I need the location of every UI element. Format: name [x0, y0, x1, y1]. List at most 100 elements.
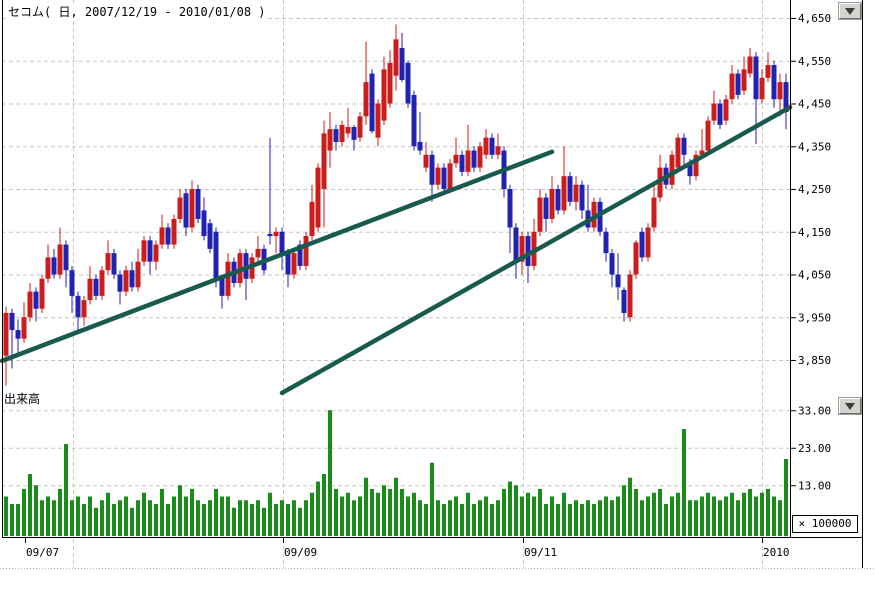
- candle-body: [717, 103, 723, 125]
- candle-body: [411, 94, 417, 147]
- candle-body: [567, 176, 573, 202]
- candle-body: [693, 154, 699, 177]
- volume-axis-label: 13.00: [798, 479, 831, 492]
- candle-body: [561, 176, 567, 211]
- candle-body: [225, 261, 231, 296]
- candle-body: [165, 227, 171, 245]
- volume-bar: [478, 500, 482, 536]
- price-axis-label: 4,650: [798, 12, 831, 25]
- volume-bar: [772, 496, 776, 536]
- volume-bar: [214, 489, 218, 536]
- candle-body: [417, 141, 423, 151]
- volume-bar: [472, 504, 476, 536]
- candle-body: [111, 253, 117, 275]
- trendline: [279, 105, 793, 396]
- date-axis-label: 09/11: [524, 546, 557, 559]
- candle-body: [153, 244, 159, 262]
- volume-bar: [16, 504, 20, 536]
- volume-bar: [244, 500, 248, 536]
- candle-body: [357, 116, 363, 138]
- candle-body: [555, 189, 561, 211]
- candle-body: [633, 242, 639, 275]
- volume-bar: [748, 489, 752, 536]
- candle-body: [195, 189, 201, 219]
- candle-body: [57, 244, 63, 275]
- volume-bar: [268, 492, 272, 536]
- candle-body: [27, 291, 33, 318]
- price-axis-label: 3,950: [798, 311, 831, 324]
- candle-body: [183, 193, 189, 228]
- volume-bar: [610, 500, 614, 536]
- candle-wick: [587, 184, 589, 232]
- candle-body: [135, 261, 141, 288]
- volume-bar: [340, 496, 344, 536]
- volume-bar: [208, 500, 212, 536]
- volume-bar: [652, 492, 656, 536]
- volume-bar: [376, 492, 380, 536]
- candle-body: [621, 289, 627, 313]
- candle-body: [435, 167, 441, 185]
- volume-bar: [496, 500, 500, 536]
- candle-body: [279, 231, 285, 254]
- volume-axis-label: 23.00: [798, 442, 831, 455]
- volume-scale-dropdown-button[interactable]: [839, 398, 861, 414]
- candle-body: [15, 330, 21, 339]
- volume-bars: [4, 410, 788, 536]
- candle-wick: [11, 308, 13, 369]
- volume-bar: [124, 496, 128, 536]
- candle-body: [753, 56, 759, 100]
- candle-body: [387, 62, 393, 104]
- candle-body: [39, 278, 45, 309]
- date-axis-label: 09/09: [284, 546, 317, 559]
- volume-bar: [616, 496, 620, 536]
- candle-body: [141, 240, 147, 262]
- volume-bar: [274, 504, 278, 536]
- volume-bar: [136, 500, 140, 536]
- price-axis-label: 4,450: [798, 98, 831, 111]
- volume-bar: [592, 504, 596, 536]
- axes: [0, 0, 875, 569]
- volume-bar: [700, 496, 704, 536]
- candle-body: [51, 257, 57, 275]
- volume-bar: [262, 507, 266, 536]
- volume-bar: [640, 500, 644, 536]
- volume-panel-label: 出来高: [4, 392, 41, 406]
- candle-body: [579, 184, 585, 211]
- candle-body: [9, 312, 15, 331]
- chevron-down-icon: [845, 402, 855, 410]
- volume-bar: [58, 489, 62, 536]
- volume-bar: [742, 492, 746, 536]
- price-axis-label: 4,250: [798, 183, 831, 196]
- candle-body: [303, 236, 309, 266]
- candle-body: [603, 231, 609, 254]
- volume-bar: [166, 504, 170, 536]
- candle-body: [21, 317, 27, 339]
- volume-bar: [346, 492, 350, 536]
- candle-body: [147, 240, 153, 262]
- volume-bar: [736, 500, 740, 536]
- candle-body: [681, 137, 687, 155]
- volume-bar: [82, 504, 86, 536]
- volume-bar: [502, 489, 506, 536]
- candle-body: [423, 154, 429, 168]
- price-axis-label: 4,150: [798, 226, 831, 239]
- candle-body: [3, 312, 9, 356]
- volume-bar: [334, 489, 338, 536]
- candle-body: [705, 120, 711, 151]
- volume-bar: [712, 496, 716, 536]
- volume-bar: [370, 489, 374, 536]
- candle-body: [609, 253, 615, 275]
- price-scale-dropdown-button[interactable]: [839, 3, 861, 19]
- candle-wick: [419, 112, 421, 155]
- volume-bar: [784, 459, 788, 536]
- candle-body: [219, 278, 225, 296]
- candle-body: [687, 163, 693, 177]
- volume-bar: [298, 507, 302, 536]
- candle-body: [495, 146, 501, 155]
- candle-body: [405, 62, 411, 104]
- candle-body: [507, 189, 513, 228]
- candle-body: [333, 129, 339, 142]
- volume-bar: [388, 489, 392, 536]
- candle-body: [81, 300, 87, 318]
